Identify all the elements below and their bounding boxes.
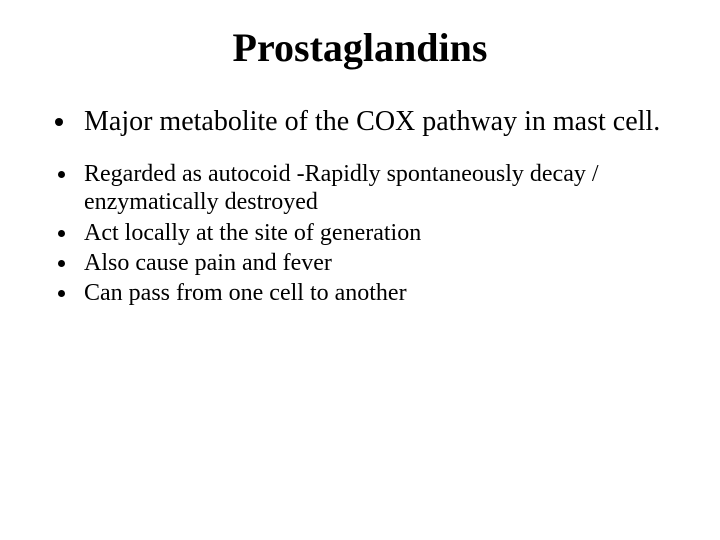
bullet-item: Act locally at the site of generation [78,219,690,247]
bullet-item: Regarded as autocoid -Rapidly spontaneou… [78,160,690,217]
bullet-item: Major metabolite of the COX pathway in m… [78,105,690,138]
bullet-item: Can pass from one cell to another [78,279,690,307]
slide-title: Prostaglandins [30,24,690,71]
bullet-item: Also cause pain and fever [78,249,690,277]
bullet-list: Major metabolite of the COX pathway in m… [30,105,690,308]
